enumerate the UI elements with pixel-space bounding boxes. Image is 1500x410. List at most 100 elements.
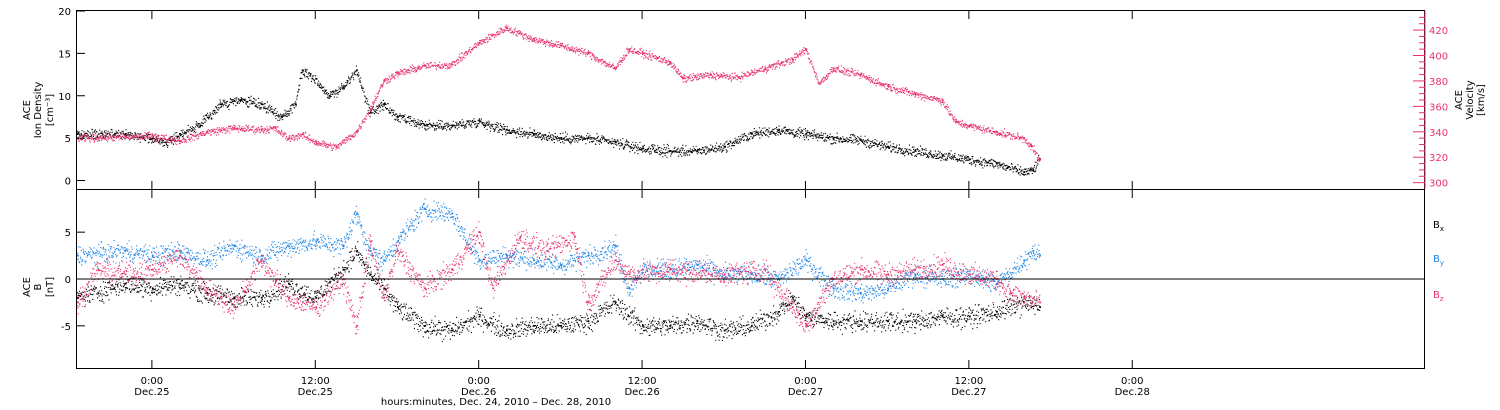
bz-point bbox=[519, 235, 522, 238]
velocity-point bbox=[805, 48, 808, 51]
bz-point bbox=[356, 324, 358, 327]
bz-point bbox=[968, 273, 971, 276]
top-panel: 0 5 10 15 20 300 320 340 360 380 400 420 ACE Ion D… bbox=[22, 7, 1487, 190]
density-axis-label-line3: [cm⁻³] bbox=[45, 94, 56, 126]
bx-point bbox=[451, 329, 454, 332]
velocity-tick-label: 420 bbox=[1429, 26, 1448, 37]
bx-point bbox=[124, 282, 127, 285]
density-point bbox=[219, 103, 222, 106]
bx-point bbox=[396, 306, 399, 309]
bz-point bbox=[315, 306, 318, 309]
x-tick-date-label: Dec.27 bbox=[951, 387, 986, 398]
by-point bbox=[288, 245, 290, 248]
velocity-point bbox=[941, 99, 944, 101]
bz-point bbox=[383, 296, 386, 299]
bx-point bbox=[751, 324, 753, 327]
by-point bbox=[179, 249, 181, 252]
velocity-axis-label-line3: [km/s] bbox=[1476, 84, 1487, 116]
density-point bbox=[723, 145, 726, 148]
bx-point bbox=[206, 292, 209, 294]
bx-point bbox=[233, 296, 236, 299]
density-point bbox=[124, 133, 127, 135]
velocity-point bbox=[369, 108, 372, 110]
by-scatter-cloud bbox=[77, 198, 1041, 304]
velocity-tick-label: 300 bbox=[1429, 179, 1448, 190]
velocity-tick-label: 360 bbox=[1429, 102, 1448, 113]
b-axis-label-line2: B bbox=[33, 283, 44, 290]
velocity-series bbox=[77, 24, 1042, 162]
bz-point bbox=[1023, 296, 1026, 299]
density-tick-label: 15 bbox=[58, 49, 71, 60]
bz-point bbox=[206, 287, 209, 290]
bx-point bbox=[424, 324, 427, 327]
bx-point bbox=[342, 268, 345, 271]
by-point bbox=[560, 264, 563, 266]
velocity-point bbox=[233, 127, 236, 129]
velocity-tick-label: 380 bbox=[1429, 77, 1448, 88]
by-point bbox=[533, 259, 535, 262]
density-point bbox=[832, 137, 835, 140]
bz-point bbox=[573, 235, 576, 238]
by-point bbox=[260, 254, 263, 257]
bx-point bbox=[832, 320, 835, 323]
by-point bbox=[1039, 254, 1042, 257]
by-point bbox=[1032, 249, 1035, 252]
bx-point bbox=[859, 320, 862, 323]
b-legend-entry-z: Bz bbox=[1433, 290, 1444, 303]
velocity-point bbox=[1030, 143, 1032, 146]
density-point bbox=[533, 133, 535, 135]
velocity-point bbox=[478, 41, 481, 44]
by-point bbox=[151, 254, 154, 257]
velocity-point bbox=[914, 92, 917, 95]
velocity-point bbox=[533, 38, 535, 40]
velocity-point bbox=[642, 52, 644, 54]
bx-point bbox=[179, 282, 181, 285]
velocity-axis: 300 320 340 360 380 400 420 bbox=[1413, 11, 1448, 190]
velocity-point bbox=[669, 60, 672, 63]
by-point bbox=[206, 259, 209, 262]
bz-point bbox=[614, 259, 617, 262]
bz-point bbox=[124, 273, 127, 276]
velocity-point bbox=[396, 72, 399, 75]
bx-point bbox=[642, 324, 644, 327]
velocity-tick-label: 340 bbox=[1429, 128, 1448, 139]
by-point bbox=[805, 259, 808, 262]
density-tick-label: 10 bbox=[58, 92, 71, 103]
bx-point bbox=[778, 310, 781, 313]
bz-point bbox=[396, 249, 399, 252]
bz-point bbox=[260, 259, 263, 262]
bz-series bbox=[77, 221, 1042, 335]
bx-point bbox=[805, 315, 808, 318]
velocity-axis-label-line2: Velocity bbox=[1465, 80, 1476, 119]
bz-point bbox=[369, 240, 372, 243]
bz-point bbox=[805, 324, 808, 327]
by-point bbox=[887, 287, 889, 290]
bz-point bbox=[1039, 301, 1042, 304]
bz-point bbox=[669, 268, 672, 271]
velocity-point bbox=[1039, 158, 1042, 161]
density-tick-label: 5 bbox=[65, 134, 71, 145]
density-point bbox=[281, 116, 284, 118]
b-legend-entry-x: Bx bbox=[1433, 220, 1444, 233]
by-point bbox=[914, 273, 917, 276]
by-point bbox=[369, 249, 372, 252]
b-axis-label-line1: ACE bbox=[22, 277, 33, 297]
velocity-point bbox=[628, 48, 631, 51]
bx-point bbox=[914, 320, 917, 323]
x-tick-date-label: Dec.26 bbox=[624, 387, 659, 398]
density-axis-label-line1: ACE bbox=[22, 100, 33, 120]
bx-point bbox=[369, 273, 372, 276]
bz-point bbox=[451, 268, 454, 271]
bx-point bbox=[288, 282, 290, 285]
x-tick-date-label: Dec.28 bbox=[1115, 387, 1150, 398]
density-series bbox=[77, 65, 1042, 176]
bz-scatter-cloud bbox=[77, 221, 1041, 335]
by-point bbox=[628, 287, 631, 290]
velocity-point bbox=[887, 85, 889, 87]
bz-point bbox=[151, 268, 154, 271]
by-point bbox=[478, 259, 481, 262]
by-point bbox=[315, 240, 318, 243]
by-point bbox=[77, 254, 79, 257]
density-axis: 0 5 10 15 20 bbox=[58, 7, 85, 188]
